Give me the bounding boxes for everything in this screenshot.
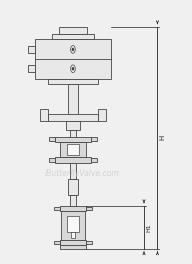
Bar: [28, 65, 35, 72]
Bar: [98, 110, 106, 121]
Bar: [91, 138, 97, 141]
Bar: [60, 245, 86, 249]
Bar: [67, 216, 79, 232]
Bar: [54, 207, 60, 210]
Text: H: H: [159, 135, 165, 140]
Circle shape: [72, 49, 74, 50]
Bar: [48, 79, 98, 84]
Bar: [59, 27, 87, 34]
Bar: [54, 241, 60, 244]
Bar: [60, 240, 86, 245]
Bar: [48, 114, 98, 121]
Bar: [60, 142, 86, 157]
Circle shape: [72, 68, 74, 70]
Bar: [86, 207, 92, 210]
Bar: [49, 138, 55, 141]
Bar: [70, 130, 76, 140]
Bar: [91, 158, 97, 162]
Bar: [86, 241, 92, 244]
Bar: [66, 121, 80, 130]
Bar: [67, 144, 79, 155]
Bar: [70, 163, 76, 179]
Bar: [55, 157, 91, 163]
Bar: [28, 46, 35, 53]
Bar: [35, 39, 111, 79]
Bar: [71, 232, 75, 238]
Bar: [68, 179, 78, 195]
Bar: [52, 34, 94, 39]
Text: iButterflyValve.com: iButterflyValve.com: [45, 169, 120, 178]
Bar: [70, 195, 76, 206]
Bar: [49, 158, 55, 162]
Bar: [40, 110, 48, 121]
Text: H1: H1: [146, 223, 151, 232]
Bar: [61, 211, 85, 240]
Bar: [55, 136, 91, 142]
Bar: [68, 84, 78, 119]
Bar: [60, 206, 86, 211]
